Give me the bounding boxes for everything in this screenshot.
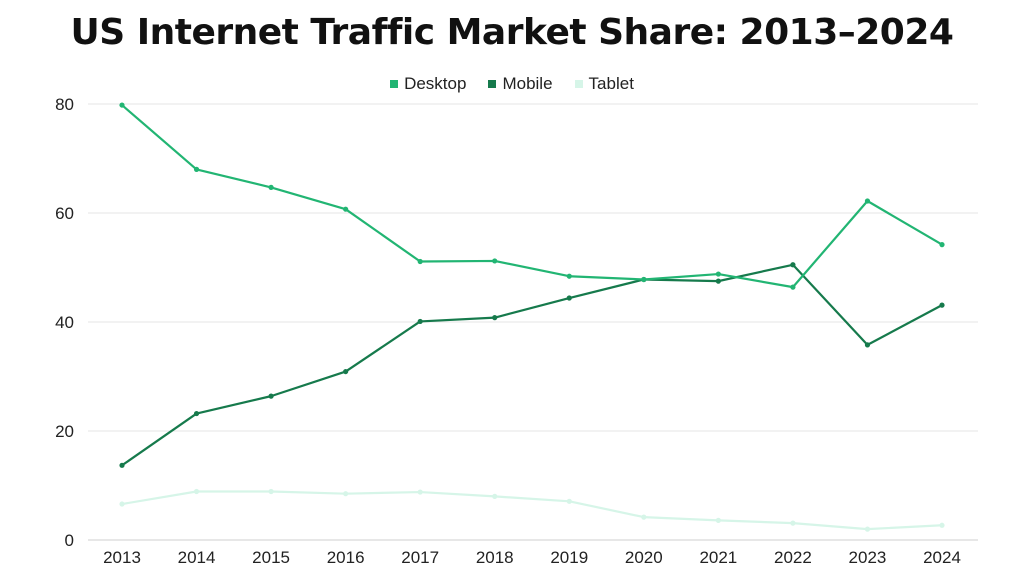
x-tick-label: 2018	[476, 548, 514, 567]
x-tick-label: 2023	[849, 548, 887, 567]
data-point-tablet	[641, 514, 647, 520]
data-point-tablet	[343, 491, 349, 497]
legend-swatch-tablet	[574, 80, 583, 88]
x-tick-label: 2013	[103, 548, 141, 567]
x-tick-label: 2016	[327, 548, 365, 567]
data-point-mobile	[492, 315, 498, 321]
legend: Desktop Mobile Tablet	[0, 74, 1024, 94]
data-point-tablet	[193, 488, 200, 495]
chart-title: US Internet Traffic Market Share: 2013–2…	[70, 12, 954, 53]
x-tick-label: 2019	[550, 548, 588, 567]
data-point-desktop	[268, 184, 274, 190]
y-tick-label: 80	[55, 95, 74, 114]
y-tick-label: 20	[55, 422, 74, 441]
data-point-mobile	[193, 410, 200, 417]
data-point-desktop	[939, 242, 945, 248]
data-point-mobile	[119, 462, 125, 468]
data-point-tablet	[715, 517, 721, 523]
legend-item-mobile[interactable]: Mobile	[488, 74, 553, 94]
data-point-tablet	[268, 488, 274, 495]
legend-item-tablet[interactable]: Tablet	[574, 74, 634, 94]
data-point-mobile	[566, 295, 572, 301]
legend-label-desktop: Desktop	[404, 74, 467, 93]
data-point-desktop	[343, 206, 349, 212]
data-point-mobile	[939, 302, 945, 308]
data-point-desktop	[864, 198, 871, 204]
data-point-desktop	[119, 102, 125, 108]
legend-swatch-mobile	[488, 80, 497, 88]
series-line-mobile	[120, 263, 944, 467]
data-point-desktop	[790, 284, 796, 290]
x-tick-label: 2024	[923, 548, 961, 567]
data-point-desktop	[566, 273, 572, 279]
x-tick-label: 2022	[774, 548, 812, 567]
data-point-tablet	[566, 498, 572, 504]
x-tick-label: 2020	[625, 548, 663, 567]
legend-label-mobile: Mobile	[502, 74, 553, 93]
data-point-tablet	[790, 520, 796, 526]
x-tick-label: 2014	[178, 548, 216, 567]
data-point-tablet	[939, 522, 945, 528]
data-point-mobile	[268, 393, 274, 399]
y-tick-label: 60	[55, 204, 74, 223]
y-tick-label: 0	[65, 531, 74, 550]
x-tick-label: 2021	[699, 548, 737, 567]
series-line-tablet	[120, 490, 944, 531]
data-point-desktop	[715, 271, 721, 277]
legend-label-tablet: Tablet	[588, 74, 634, 93]
data-point-mobile	[343, 368, 349, 375]
x-tick-label: 2015	[252, 548, 290, 567]
data-point-desktop	[193, 166, 200, 172]
data-point-tablet	[417, 489, 423, 495]
data-point-mobile	[864, 342, 871, 348]
data-point-tablet	[119, 501, 125, 507]
series-line-desktop	[120, 103, 944, 289]
data-point-mobile	[417, 318, 423, 325]
data-point-desktop	[417, 258, 423, 265]
data-point-tablet	[864, 526, 871, 532]
data-point-tablet	[492, 493, 498, 499]
legend-item-desktop[interactable]: Desktop	[390, 74, 466, 94]
data-point-desktop	[492, 258, 498, 264]
y-tick-label: 40	[55, 313, 74, 332]
legend-swatch-desktop	[390, 80, 399, 88]
data-point-desktop	[641, 276, 647, 283]
x-tick-label: 2017	[401, 548, 439, 567]
data-point-mobile	[790, 262, 796, 268]
data-point-mobile	[715, 278, 721, 284]
